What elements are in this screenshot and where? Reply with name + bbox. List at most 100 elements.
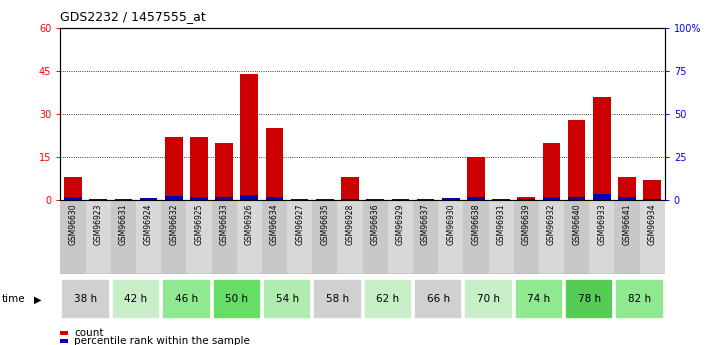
Bar xyxy=(413,200,438,274)
Text: GSM96636: GSM96636 xyxy=(370,204,380,245)
Text: 74 h: 74 h xyxy=(528,294,550,304)
Text: 70 h: 70 h xyxy=(477,294,500,304)
Bar xyxy=(492,199,510,200)
Bar xyxy=(614,200,640,274)
Text: GSM96934: GSM96934 xyxy=(648,204,657,245)
Text: GSM96637: GSM96637 xyxy=(421,204,430,245)
Bar xyxy=(640,200,665,274)
Bar xyxy=(161,200,186,274)
Bar xyxy=(190,197,208,200)
Text: 62 h: 62 h xyxy=(376,294,400,304)
Bar xyxy=(438,200,464,274)
Text: GSM96929: GSM96929 xyxy=(396,204,405,245)
Bar xyxy=(618,197,636,200)
Text: 66 h: 66 h xyxy=(427,294,450,304)
Bar xyxy=(262,200,287,274)
Bar xyxy=(414,279,462,319)
Bar xyxy=(140,198,157,200)
Bar xyxy=(366,199,384,200)
Bar xyxy=(464,200,488,274)
Bar xyxy=(165,196,183,200)
Text: 38 h: 38 h xyxy=(74,294,97,304)
Bar xyxy=(363,279,412,319)
Text: GSM96634: GSM96634 xyxy=(270,204,279,245)
Text: GSM96631: GSM96631 xyxy=(119,204,128,245)
Text: 58 h: 58 h xyxy=(326,294,349,304)
Text: GSM96635: GSM96635 xyxy=(321,204,329,245)
Bar xyxy=(312,200,338,274)
Bar xyxy=(140,199,157,200)
Bar xyxy=(186,200,212,274)
Bar xyxy=(190,137,208,200)
Bar xyxy=(492,199,510,200)
Bar xyxy=(542,197,560,200)
Text: GSM96925: GSM96925 xyxy=(194,204,203,245)
Bar xyxy=(467,197,485,200)
Text: GSM96633: GSM96633 xyxy=(220,204,229,245)
Text: 82 h: 82 h xyxy=(628,294,651,304)
Bar xyxy=(542,142,560,200)
Bar xyxy=(291,199,309,200)
Bar xyxy=(237,200,262,274)
Bar xyxy=(266,128,283,200)
Bar xyxy=(593,97,611,200)
Bar xyxy=(316,199,333,200)
Bar xyxy=(593,194,611,200)
Bar xyxy=(136,200,161,274)
Bar xyxy=(366,199,384,200)
Bar xyxy=(112,279,160,319)
Text: GSM96638: GSM96638 xyxy=(471,204,481,245)
Bar xyxy=(442,198,459,200)
Text: GSM96931: GSM96931 xyxy=(496,204,506,245)
Bar xyxy=(564,200,589,274)
Text: time: time xyxy=(1,294,25,304)
Bar xyxy=(266,197,283,200)
Bar xyxy=(111,200,136,274)
Bar xyxy=(417,199,434,200)
Bar xyxy=(240,73,258,200)
Bar xyxy=(338,200,363,274)
Text: count: count xyxy=(74,328,103,337)
Bar xyxy=(212,200,237,274)
Bar xyxy=(263,279,311,319)
Bar xyxy=(61,279,109,319)
Bar xyxy=(64,197,82,200)
Text: GSM96640: GSM96640 xyxy=(572,204,581,245)
Bar xyxy=(341,177,359,200)
Bar xyxy=(314,279,362,319)
Text: GSM96930: GSM96930 xyxy=(447,204,455,245)
Text: 50 h: 50 h xyxy=(225,294,248,304)
Bar xyxy=(213,279,261,319)
Text: GSM96926: GSM96926 xyxy=(245,204,254,245)
Text: GDS2232 / 1457555_at: GDS2232 / 1457555_at xyxy=(60,10,206,23)
Bar xyxy=(363,200,387,274)
Text: GSM96928: GSM96928 xyxy=(346,204,355,245)
Text: 78 h: 78 h xyxy=(577,294,601,304)
Text: GSM96632: GSM96632 xyxy=(169,204,178,245)
Bar xyxy=(518,199,535,200)
Bar xyxy=(643,199,661,200)
Bar xyxy=(64,177,82,200)
Bar xyxy=(215,197,233,200)
Bar xyxy=(392,199,410,200)
Bar xyxy=(60,200,85,274)
Bar xyxy=(518,197,535,200)
Bar xyxy=(165,137,183,200)
Bar xyxy=(568,197,585,200)
Bar xyxy=(287,200,312,274)
Bar xyxy=(240,195,258,200)
Bar xyxy=(90,199,107,200)
Text: GSM96927: GSM96927 xyxy=(295,204,304,245)
Text: percentile rank within the sample: percentile rank within the sample xyxy=(74,336,250,345)
Text: GSM96924: GSM96924 xyxy=(144,204,153,245)
Bar xyxy=(392,199,410,200)
Bar xyxy=(514,200,539,274)
Bar xyxy=(565,279,614,319)
Bar xyxy=(162,279,210,319)
Text: GSM96933: GSM96933 xyxy=(597,204,606,245)
Text: GSM96641: GSM96641 xyxy=(623,204,631,245)
Bar xyxy=(417,199,434,200)
Text: GSM96630: GSM96630 xyxy=(68,204,77,245)
Text: 46 h: 46 h xyxy=(175,294,198,304)
Text: GSM96932: GSM96932 xyxy=(547,204,556,245)
